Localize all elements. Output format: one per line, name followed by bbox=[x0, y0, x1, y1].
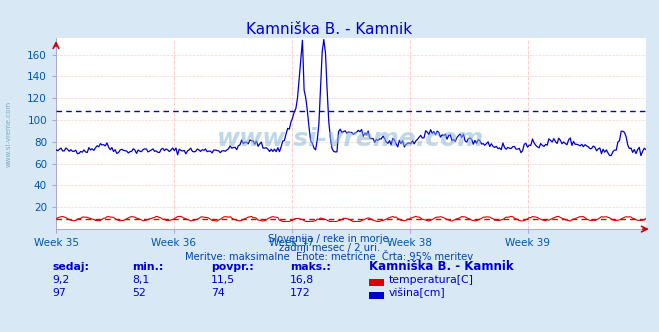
Text: 52: 52 bbox=[132, 288, 146, 298]
Text: maks.:: maks.: bbox=[290, 262, 331, 272]
Text: višina[cm]: višina[cm] bbox=[389, 288, 445, 298]
Text: 9,2: 9,2 bbox=[53, 275, 70, 285]
Text: 11,5: 11,5 bbox=[211, 275, 235, 285]
Text: Slovenija / reke in morje.: Slovenija / reke in morje. bbox=[268, 234, 391, 244]
Text: www.si-vreme.com: www.si-vreme.com bbox=[217, 127, 484, 151]
Text: 172: 172 bbox=[290, 288, 310, 298]
Text: min.:: min.: bbox=[132, 262, 163, 272]
Text: Meritve: maksimalne  Enote: metrične  Črta: 95% meritev: Meritve: maksimalne Enote: metrične Črta… bbox=[185, 252, 474, 262]
Text: temperatura[C]: temperatura[C] bbox=[389, 275, 474, 285]
Text: 74: 74 bbox=[211, 288, 225, 298]
Text: povpr.:: povpr.: bbox=[211, 262, 254, 272]
Text: Kamniška B. - Kamnik: Kamniška B. - Kamnik bbox=[246, 22, 413, 37]
Text: sedaj:: sedaj: bbox=[53, 262, 90, 272]
Text: zadnji mesec / 2 uri.: zadnji mesec / 2 uri. bbox=[279, 243, 380, 253]
Text: www.si-vreme.com: www.si-vreme.com bbox=[6, 101, 12, 167]
Text: 16,8: 16,8 bbox=[290, 275, 314, 285]
Text: 8,1: 8,1 bbox=[132, 275, 149, 285]
Text: Kamniška B. - Kamnik: Kamniška B. - Kamnik bbox=[369, 260, 513, 273]
Text: 97: 97 bbox=[53, 288, 67, 298]
